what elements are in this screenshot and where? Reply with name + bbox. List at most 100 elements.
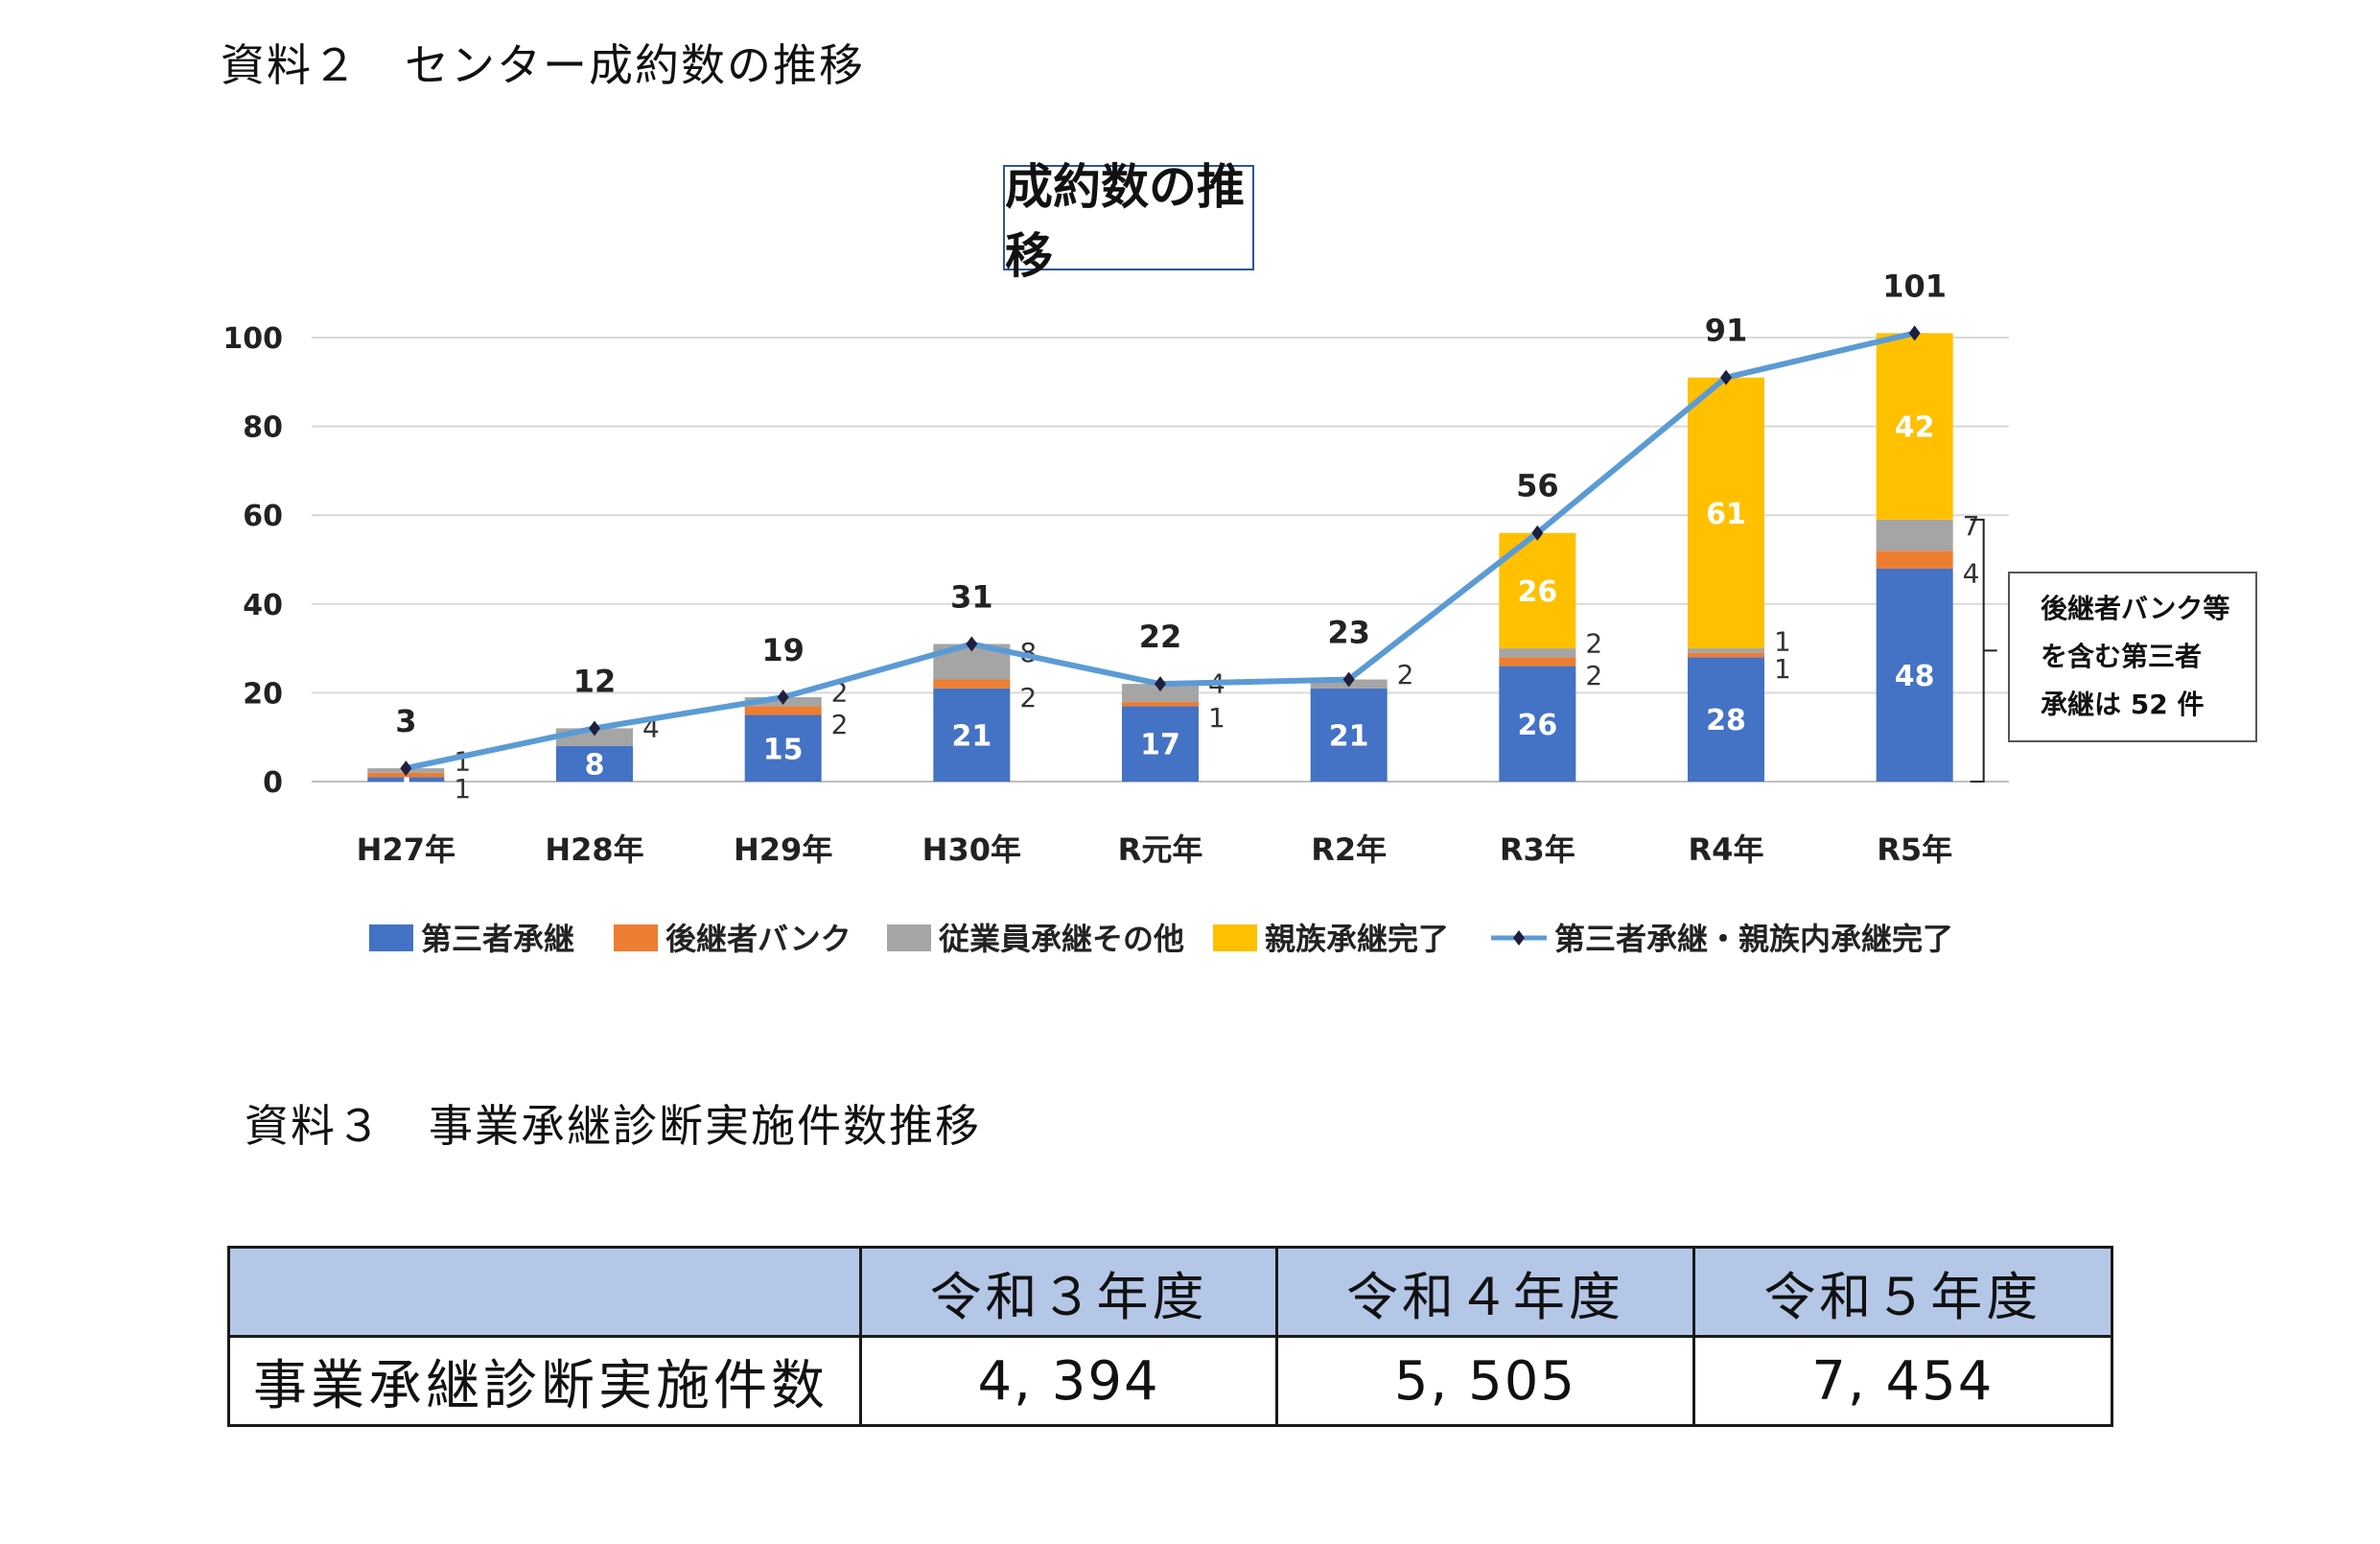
bar-data-label: 1 [454, 773, 471, 805]
x-tick-label: R2年 [1311, 831, 1387, 868]
table-row: 事業承継診断実施件数 4, 394 5, 505 7, 454 [227, 1335, 2114, 1427]
x-tick-label: H27年 [357, 831, 455, 868]
bar-data-label: 2 [1585, 628, 1602, 660]
line-marker [1342, 671, 1355, 688]
bar-data-label: 42 [1895, 411, 1935, 445]
legend-label: 従業員承継その他 [938, 921, 1184, 957]
document-heading-3: 資料３ 事業承継診断実施件数推移 [245, 1100, 981, 1152]
bar-data-label: 28 [1706, 704, 1746, 737]
bar-segment [1876, 568, 1953, 782]
diagnosis-count-table: 令和３年度 令和４年度 令和５年度 事業承継診断実施件数 4, 394 5, 5… [227, 1246, 2114, 1427]
legend-label: 第三者承継 [421, 921, 574, 957]
table-cell-r5: 7, 454 [1692, 1335, 2114, 1427]
x-tick-label: R3年 [1500, 831, 1575, 868]
legend-label: 後継者バンク [665, 921, 852, 957]
bar-segment [1310, 688, 1388, 782]
bar-data-label: 26 [1517, 709, 1557, 742]
bar-segment [1876, 333, 1953, 520]
bar-segment [367, 777, 445, 782]
line-marker [966, 636, 978, 652]
x-tick-label: R5年 [1877, 831, 1952, 868]
y-tick-label: 20 [243, 677, 283, 711]
table-header-empty [227, 1246, 862, 1338]
bar-segment [1688, 648, 1764, 653]
bar-segment [744, 706, 822, 715]
document-heading-2: 資料２ センター成約数の推移 [221, 39, 865, 91]
x-tick-label: H28年 [545, 831, 643, 868]
bar-segment [1876, 519, 1953, 551]
bar-data-label: 15 [763, 733, 804, 766]
line-marker [1155, 676, 1166, 692]
table-cell-r3: 4, 394 [858, 1335, 1279, 1427]
bar-data-label: 2 [831, 709, 849, 740]
y-tick-label: 60 [243, 500, 283, 533]
table-cell-r4: 5, 505 [1275, 1335, 1695, 1427]
legend-line-marker [1513, 930, 1525, 946]
bar-data-label: 7 [1963, 510, 1980, 542]
line-data-label: 3 [395, 703, 416, 739]
y-tick-label: 0 [263, 766, 283, 800]
callout-line-2: を含む第三者 [2041, 641, 2203, 672]
bar-segment [1122, 706, 1199, 782]
legend-swatch [1213, 924, 1257, 951]
chart-annotation-callout: 後継者バンク等 を含む第三者 承継は 52 件 [2008, 572, 2257, 742]
bar-segment [1122, 684, 1199, 702]
table-header-r4: 令和４年度 [1275, 1246, 1695, 1338]
line-marker [589, 720, 600, 737]
bar-segment [556, 745, 633, 782]
bar-data-label: 61 [1706, 498, 1746, 531]
table-row-label: 事業承継診断実施件数 [227, 1335, 862, 1427]
annotation-bracket [1970, 518, 1997, 783]
line-marker [1908, 325, 1921, 341]
x-tick-label: H29年 [734, 831, 832, 868]
line-marker [1720, 369, 1732, 386]
bar-segment [933, 679, 1011, 689]
bar-data-label: 1 [454, 745, 471, 777]
bar-data-label: 48 [1895, 660, 1935, 693]
line-data-label: 91 [1705, 313, 1748, 349]
bar-segment [1499, 666, 1576, 782]
line-data-label: 19 [761, 632, 805, 668]
table-header-r5: 令和５年度 [1692, 1246, 2114, 1338]
line-data-label: 22 [1139, 619, 1182, 655]
bar-data-label: 8 [585, 748, 605, 782]
legend-swatch [614, 924, 658, 951]
bar-segment [1499, 657, 1576, 667]
line-marker [777, 690, 789, 706]
bar-segment [1688, 377, 1764, 649]
y-tick-label: 80 [243, 411, 283, 445]
bar-data-label: 1 [1208, 702, 1225, 734]
table-header-row: 令和３年度 令和４年度 令和５年度 [227, 1246, 2114, 1338]
legend-swatch [369, 924, 413, 951]
line-marker [1531, 525, 1544, 541]
x-tick-label: R4年 [1689, 831, 1764, 868]
bar-data-label: 8 [1019, 637, 1037, 668]
bar-segment [1876, 550, 1953, 569]
bar-segment [1688, 652, 1764, 658]
line-data-label: 12 [573, 663, 617, 699]
line-data-label: 56 [1516, 468, 1559, 504]
y-tick-label: 40 [243, 589, 283, 622]
line-data-label: 101 [1882, 268, 1947, 304]
bar-data-label: 2 [1585, 660, 1602, 691]
x-tick-label: R元年 [1118, 831, 1203, 868]
y-tick-label: 100 [222, 322, 283, 356]
callout-line-1: 後継者バンク等 [2041, 593, 2230, 624]
legend-label: 第三者承継・親族内承継完了 [1554, 921, 1953, 957]
bar-data-label: 1 [1774, 653, 1791, 685]
bar-segment [1499, 648, 1576, 658]
bar-data-label: 4 [1963, 558, 1980, 590]
callout-line-3: 承継は 52 件 [2041, 689, 2205, 720]
bar-data-label: 21 [951, 719, 992, 753]
bar-segment [933, 688, 1011, 782]
bar-data-label: 2 [1397, 659, 1414, 690]
bar-segment [1122, 701, 1199, 707]
bar-data-label: 21 [1329, 719, 1369, 753]
line-data-label: 23 [1327, 615, 1370, 651]
legend-label: 親族承継完了 [1265, 921, 1449, 957]
x-tick-label: H30年 [922, 831, 1021, 868]
chart-title: 成約数の推移 [1003, 159, 1254, 284]
bar-data-label: 17 [1140, 729, 1180, 762]
legend-swatch [887, 924, 931, 951]
bar-data-label: 26 [1517, 575, 1557, 609]
